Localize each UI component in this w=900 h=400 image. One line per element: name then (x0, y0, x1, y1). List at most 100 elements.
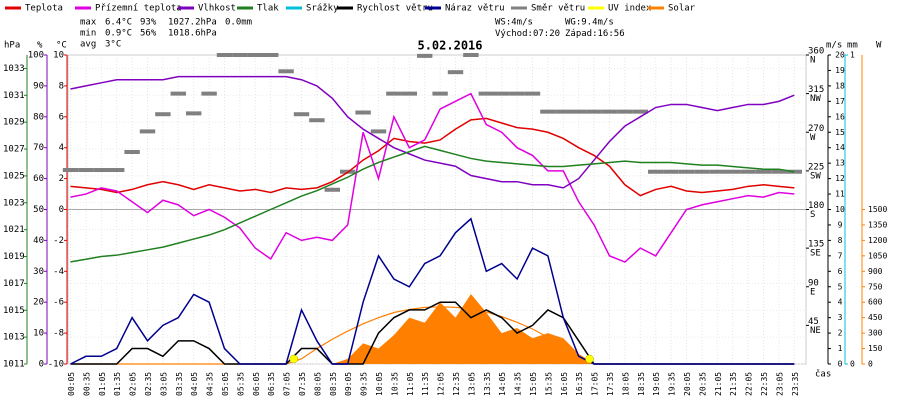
y-tick-label: 40 (33, 236, 44, 246)
x-tick-label: 08:35 (329, 372, 338, 396)
y-tick-label: 1021 (3, 225, 25, 235)
y-tick-compass: W (810, 133, 816, 143)
x-tick-label: 17:35 (606, 372, 615, 396)
y-tick-label: 1029 (3, 118, 25, 128)
x-tick-label: 03:05 (159, 372, 168, 396)
y-axis-unit: % (37, 41, 43, 51)
wind-direction-mark (201, 91, 217, 96)
y-tick-label: 0 (850, 360, 855, 369)
stat-value: 56% (140, 29, 157, 39)
y-tick-label: 2 (59, 174, 64, 184)
y-tick-label: 16 (835, 112, 845, 121)
y-tick-compass: NW (810, 94, 821, 104)
legend-label: Vlhkost (198, 4, 236, 14)
y-tick-label: 6 (838, 267, 843, 276)
wind-direction-mark (663, 169, 679, 174)
wind-direction-mark (109, 168, 125, 173)
wind-direction-mark (232, 53, 248, 57)
y-tick-compass: SW (810, 171, 821, 181)
y-tick-label: 1017 (3, 279, 25, 289)
y-tick-label: 1 (850, 51, 855, 60)
y-tick-label: 1 (838, 344, 843, 353)
y-tick-label: 90 (33, 81, 44, 91)
wind-direction-mark (648, 169, 664, 174)
y-tick-label: -2 (53, 236, 64, 246)
y-tick-label: 8 (838, 236, 843, 245)
x-tick-label: 21:35 (729, 372, 738, 396)
wind-direction-mark (216, 53, 233, 57)
solar-area (70, 293, 795, 364)
stat-value: 1027.2hPa (168, 18, 217, 28)
wind-direction-mark (555, 109, 571, 114)
legend-label: Přízemní teplota (95, 4, 182, 14)
y-tick-label: 9 (838, 220, 843, 229)
y-tick-label: 3 (838, 313, 843, 322)
y-tick-label: 1031 (3, 91, 25, 101)
y-tick-label: 1013 (3, 333, 25, 343)
chart-title: 5.02.2016 (417, 39, 482, 53)
stat-label: max (80, 18, 97, 28)
y-tick-label: 18 (835, 81, 845, 90)
wind-direction-mark (709, 169, 725, 174)
y-tick-label: 1500 (868, 205, 887, 214)
stat-value: 6.4°C (105, 18, 132, 28)
y-tick-label: 0 (39, 360, 44, 370)
wind-direction-mark (586, 109, 602, 114)
wind-direction-mark (93, 168, 109, 173)
wind-direction-mark (463, 53, 479, 57)
x-tick-label: 10:05 (375, 372, 384, 396)
y-tick-compass: SE (810, 249, 821, 259)
wind-gust-info: WG:9.4m/s (565, 18, 614, 28)
wind-direction-mark (694, 169, 710, 174)
y-tick-label: 1200 (868, 236, 887, 245)
y-tick-label: 225 (808, 162, 824, 172)
wind-direction-mark (632, 109, 648, 114)
x-tick-label: 06:05 (252, 372, 261, 396)
series-line (70, 145, 795, 263)
wind-direction-mark (355, 110, 371, 115)
y-tick-label: 600 (868, 298, 883, 307)
y-tick-label: 900 (868, 267, 883, 276)
y-tick-label: 12 (835, 174, 845, 183)
stat-value: 93% (140, 18, 157, 28)
x-tick-label: 22:35 (760, 372, 769, 396)
x-tick-label: 21:05 (714, 372, 723, 396)
x-tick-label: 18:35 (637, 372, 646, 396)
y-tick-compass: NE (810, 326, 821, 336)
y-tick-label: 8 (59, 81, 64, 91)
stat-value: 1018.6hPa (168, 29, 217, 39)
x-axis-label: čas (815, 369, 831, 380)
wind-direction-mark (601, 109, 618, 114)
wind-direction-mark (170, 91, 186, 96)
y-tick-label: 300 (868, 329, 883, 338)
stat-label: min (80, 29, 96, 39)
y-tick-label: 11 (835, 190, 845, 199)
wind-direction-mark (293, 112, 310, 117)
y-tick-label: 1350 (868, 220, 887, 229)
y-tick-label: 14 (835, 143, 845, 152)
x-tick-label: 16:05 (560, 372, 569, 396)
x-tick-label: 05:05 (221, 372, 230, 396)
y-tick-compass: E (810, 287, 815, 297)
y-tick-label: 80 (33, 112, 44, 122)
sun-marker (289, 354, 299, 364)
wind-speed-info: WS:4m/s (495, 18, 533, 28)
x-tick-label: 08:05 (313, 372, 322, 396)
wind-direction-mark (509, 91, 525, 96)
wind-direction-mark (324, 187, 340, 192)
y-tick-label: 17 (835, 97, 845, 106)
wind-direction-mark (155, 112, 171, 117)
wind-direction-mark (540, 109, 556, 114)
stat-value: 3°C (105, 40, 121, 50)
sunrise-time: 07:20 (533, 29, 560, 39)
x-tick-label: 16:35 (575, 372, 584, 396)
x-tick-label: 13:35 (483, 372, 492, 396)
x-tick-label: 12:35 (452, 372, 461, 396)
y-tick-label: 360 (808, 47, 824, 57)
y-tick-label: 50 (33, 205, 44, 215)
y-tick-label: 70 (33, 143, 44, 153)
wind-direction-mark (725, 169, 741, 174)
wind-direction-mark (494, 91, 510, 96)
legend-label: Solar (668, 4, 696, 14)
sunset-time: 16:56 (598, 29, 625, 39)
